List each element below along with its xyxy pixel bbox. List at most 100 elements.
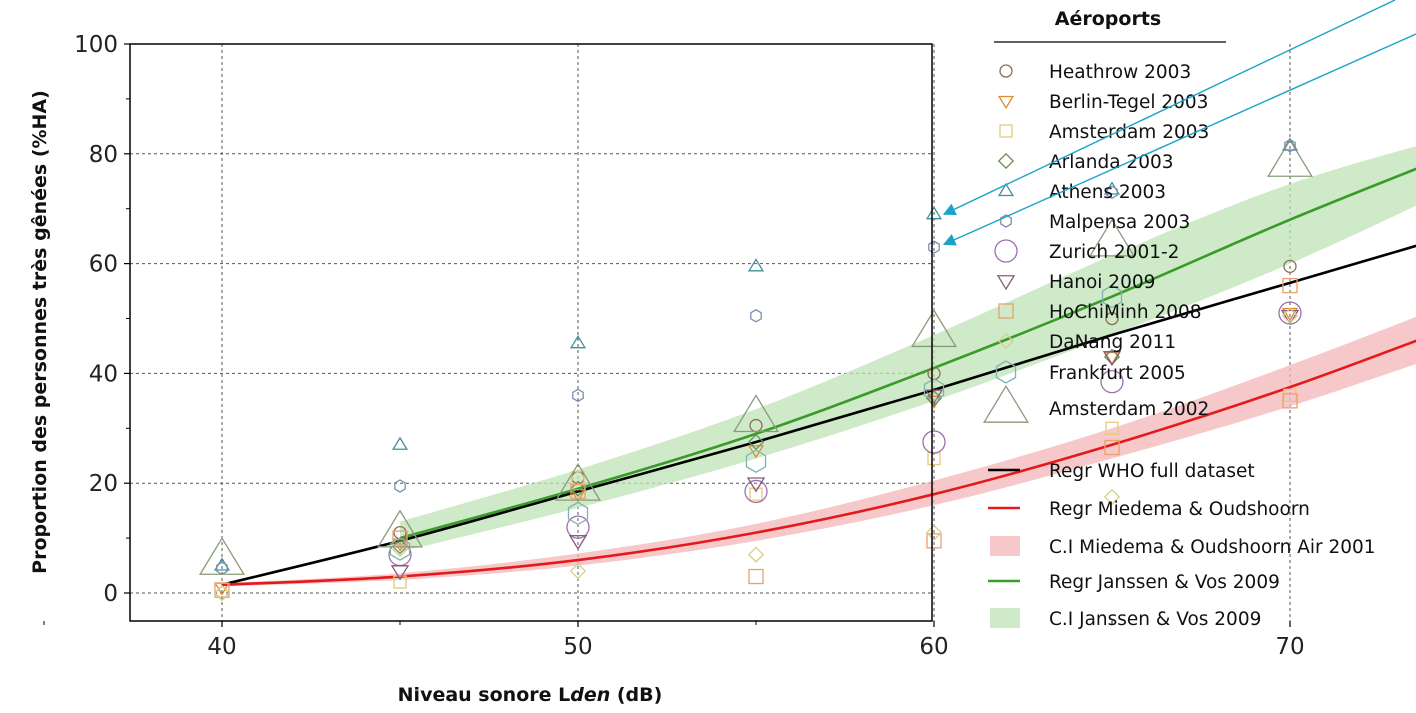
data-point	[1100, 369, 1124, 394]
data-point	[1266, 138, 1314, 177]
data-point	[1282, 277, 1298, 294]
legend-marker	[997, 95, 1015, 110]
data-point	[214, 582, 230, 598]
data-point	[747, 445, 765, 459]
data-point	[570, 483, 586, 500]
legend-label: Berlin-Tegel 2003	[1049, 92, 1208, 113]
legend: Aéroports Heathrow 2003 Berlin-Tegel 2003…	[982, 8, 1376, 630]
data-point	[376, 509, 424, 548]
data-point	[569, 489, 587, 503]
legend-marker	[1000, 214, 1012, 228]
data-point	[1282, 393, 1298, 409]
data-point	[213, 584, 231, 602]
x-axis-label: Niveau sonore Lden (dB)	[398, 684, 663, 706]
legend-label: Heathrow 2003	[1049, 62, 1191, 83]
data-point	[1105, 421, 1119, 435]
legend-label: DaNang 2011	[1049, 332, 1176, 353]
legend-title: Aéroports	[1055, 8, 1161, 30]
data-point	[572, 388, 584, 403]
data-point	[1101, 284, 1123, 309]
y-tick-label: 0	[103, 581, 118, 607]
data-point	[747, 433, 765, 451]
legend-marker	[997, 332, 1015, 350]
y-tick-label: 40	[89, 361, 118, 387]
legend-label: C.I Janssen & Vos 2009	[1049, 609, 1261, 630]
legend-marker	[996, 275, 1016, 291]
data-point	[1088, 218, 1136, 257]
annotation-arrow-1	[942, 0, 1396, 216]
legend-band-swatch	[990, 608, 1020, 628]
legend-label: Malpensa 2003	[1049, 212, 1190, 233]
data-point	[910, 309, 958, 348]
data-point	[569, 562, 587, 580]
x-axis-label-unit: (dB)	[610, 684, 662, 706]
legend-label: Zurich 2001-2	[1049, 242, 1179, 263]
data-point	[924, 389, 944, 405]
legend-label: HoChiMinh 2008	[1049, 302, 1202, 323]
x-axis-label-subscript: den	[570, 684, 610, 706]
data-point	[732, 394, 780, 433]
data-point	[1105, 311, 1119, 326]
y-tick-label: 80	[89, 142, 118, 168]
data-point	[745, 449, 767, 473]
regression-line-2	[221, 339, 1416, 587]
data-point	[393, 575, 407, 589]
data-point	[750, 309, 762, 323]
data-point	[1281, 307, 1299, 324]
data-point	[392, 530, 408, 546]
data-point	[1280, 309, 1300, 326]
legend-marker	[997, 182, 1015, 197]
regression-line-1	[221, 244, 1416, 587]
data-point	[1284, 138, 1296, 153]
legend-marker	[982, 384, 1030, 423]
data-point	[389, 537, 411, 561]
data-point	[571, 471, 585, 485]
legend-label: Amsterdam 2003	[1049, 122, 1209, 143]
data-point	[568, 534, 588, 551]
data-point	[749, 487, 763, 501]
data-point	[925, 206, 943, 220]
y-axis-label: Proportion des personnes très gênées (%H…	[29, 90, 51, 574]
legend-label: Athens 2003	[1049, 182, 1166, 203]
legend-label: Regr Miedema & Oudshoorn	[1049, 499, 1310, 520]
confidence-bands	[222, 146, 1416, 587]
data-point	[1283, 388, 1297, 403]
data-point	[1281, 137, 1299, 151]
x-tick-label: 40	[207, 634, 236, 660]
data-point	[928, 240, 940, 254]
data-point	[747, 546, 765, 563]
data-point	[923, 378, 945, 402]
legend-label: C.I Miedema & Oudshoorn Air 2001	[1049, 537, 1376, 558]
legend-marker	[994, 239, 1018, 263]
x-axis-label-main: Niveau sonore L	[398, 684, 571, 706]
data-point	[925, 524, 943, 541]
annotation-arrows	[942, 0, 1416, 246]
legend-label: Regr Janssen & Vos 2009	[1049, 572, 1280, 593]
data-point	[1103, 488, 1121, 506]
data-point	[569, 480, 587, 497]
confidence-band-2	[400, 146, 1416, 552]
x-tick-label: 60	[919, 634, 948, 660]
axis-ticks: 4050607080020406080100	[43, 32, 1305, 660]
legend-label: Hanoi 2009	[1049, 272, 1155, 293]
legend-marker	[998, 303, 1014, 319]
legend-marker	[995, 360, 1017, 384]
y-tick-label: 60	[89, 252, 118, 278]
data-point	[1104, 439, 1120, 456]
data-point	[394, 479, 406, 493]
data-point	[567, 501, 589, 526]
data-point	[569, 335, 587, 349]
data-points	[198, 137, 1314, 602]
x-tick-label: 70	[1275, 634, 1304, 660]
data-point	[748, 568, 764, 585]
data-point	[1106, 185, 1118, 199]
legend-band-swatch	[990, 536, 1020, 556]
legend-label: Frankfurt 2005	[1049, 363, 1186, 384]
data-point	[926, 533, 942, 549]
legend-marker	[999, 124, 1013, 138]
data-point	[747, 258, 765, 272]
data-point	[391, 436, 409, 450]
data-point	[746, 477, 766, 493]
data-point	[566, 515, 590, 539]
